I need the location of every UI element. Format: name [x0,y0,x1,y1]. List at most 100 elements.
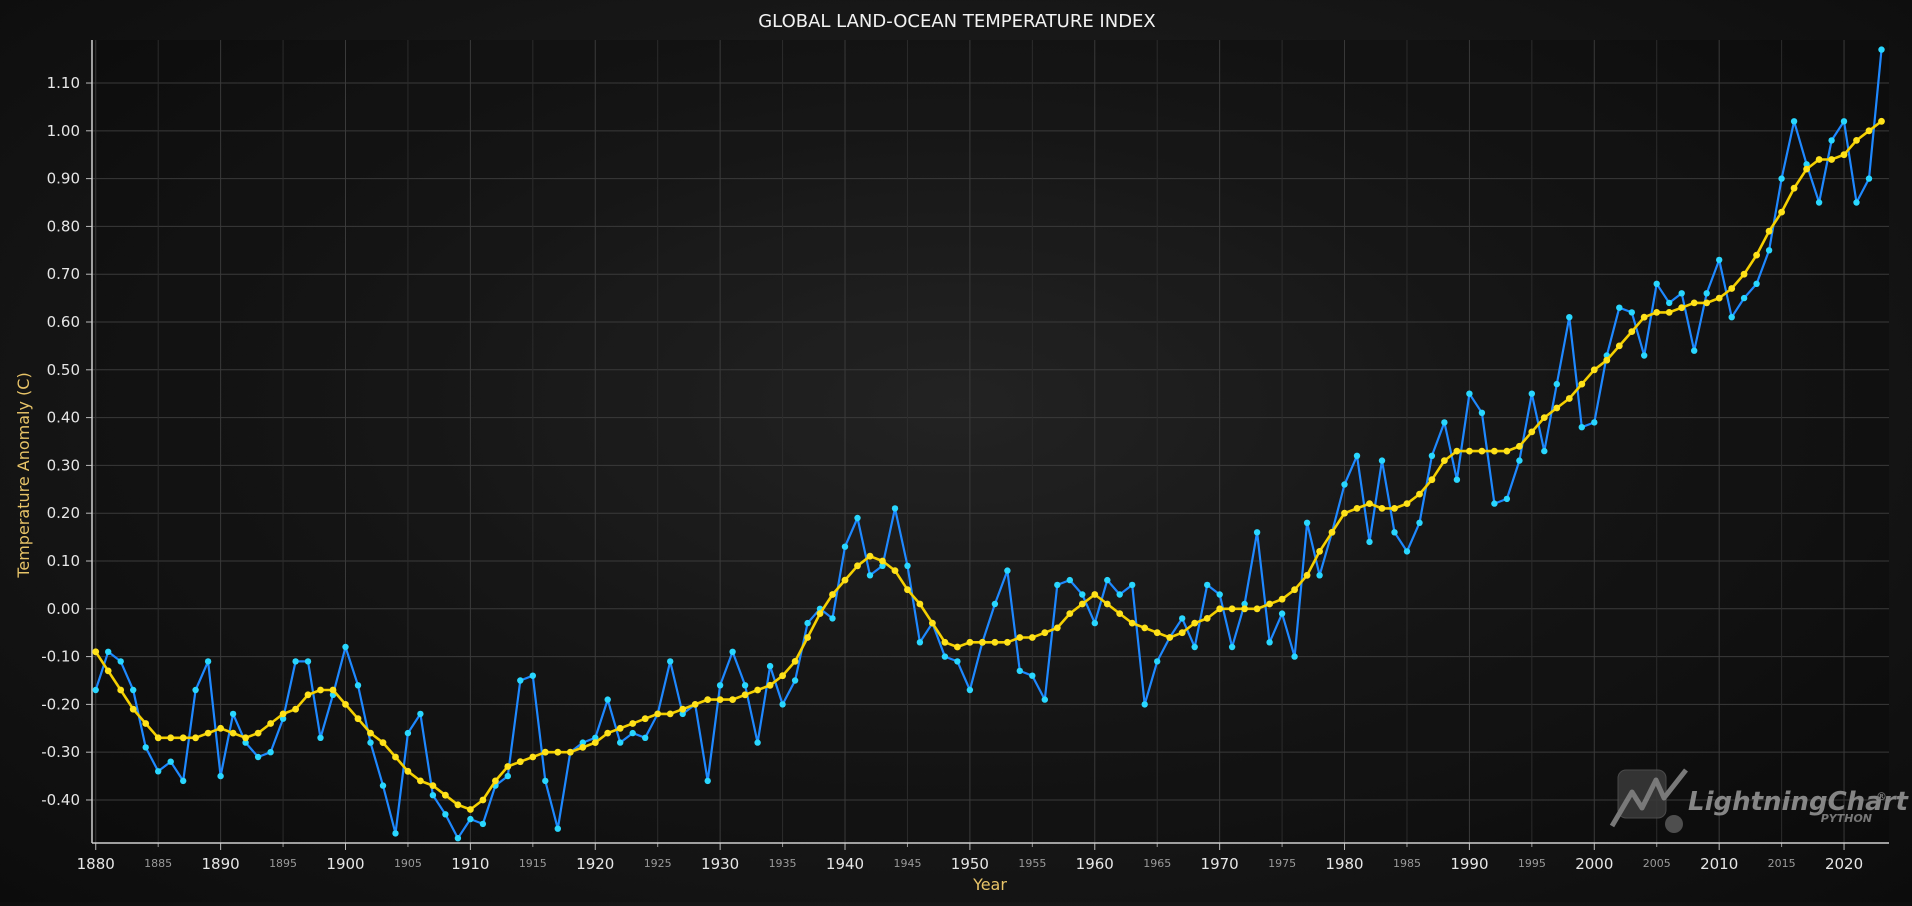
x-minor-tick-label: 1955 [1018,857,1046,870]
series-0-point [1378,457,1386,464]
series-0-point [192,686,199,694]
series-0-point [1453,476,1461,483]
series-0-point [142,744,149,751]
series-0-point [1653,280,1660,287]
series-0-point [1179,615,1186,622]
chart-title: GLOBAL LAND-OCEAN TEMPERATURE INDEX [758,11,1156,32]
watermark-brand-text: LightningChart [1688,787,1910,817]
series-0-point [417,710,424,718]
series-1-point [854,562,861,570]
series-1-point [1553,404,1561,412]
series-0-point [404,729,412,737]
series-0-point [1091,619,1099,627]
series-0-point [367,739,374,746]
series-0-point [504,772,511,780]
series-1-point [467,806,474,813]
series-0-point [1503,495,1511,503]
series-1-point [204,729,212,737]
series-1-point [1678,304,1686,312]
x-minor-tick-label: 2005 [1643,857,1671,870]
series-0-point [180,777,187,785]
series-1-point [1316,548,1323,555]
series-0-point [1228,643,1236,651]
series-0-point [679,710,686,718]
series-1-point [1203,615,1211,622]
series-0-point [1566,314,1573,321]
series-1-point [342,701,349,708]
series-1-point [1840,151,1848,159]
series-0-point [891,505,899,512]
series-1-point [192,734,200,742]
series-0-point [1204,581,1211,589]
series-1-point [1128,619,1136,627]
series-1-point [92,648,100,656]
series-0-point [667,658,674,665]
series-1-point [1815,156,1823,163]
x-minor-tick-label: 1965 [1143,857,1171,870]
y-tick-label: 0.00 [47,600,80,618]
series-0-point [1740,294,1748,302]
series-1-point [1353,505,1361,512]
series-0-point [1840,118,1848,125]
series-0-point [1353,452,1361,459]
series-1-point [1653,309,1661,316]
y-tick-label: 0.80 [47,217,80,235]
series-1-point [1328,528,1336,536]
series-1-point [1378,505,1386,512]
x-tick-label: 1890 [202,855,240,873]
y-tick-label: 0.50 [47,361,80,379]
series-1-point [1066,610,1074,617]
x-tick-label: 1960 [1076,855,1114,873]
y-tick-label: -0.20 [41,695,80,713]
series-0-point [1853,199,1860,206]
series-0-point [92,686,99,694]
series-0-point [1790,118,1798,125]
series-1-point [1615,342,1623,350]
series-1-point [704,696,712,703]
y-tick-label: 0.60 [47,313,80,331]
y-tick-label: 0.90 [47,170,80,188]
series-1-point [1428,476,1436,484]
series-1-point [1241,605,1248,613]
series-0-point [1528,390,1536,397]
x-tick-label: 1900 [326,855,364,873]
series-1-point [1778,208,1785,216]
series-1-point [979,638,986,646]
series-1-point [1503,447,1511,455]
series-1-point [1178,629,1186,637]
grid-layer [92,40,1889,843]
series-1-point [1228,605,1236,613]
series-0-point [1403,548,1411,555]
x-tick-label: 2020 [1825,855,1863,873]
x-tick-label: 1910 [451,855,489,873]
lightningchart-watermark: LightningChart ® PYTHON [1609,768,1910,833]
series-1-point [966,638,974,646]
series-0-point [1678,290,1685,297]
series-1-point [779,672,786,680]
y-tick-label: 0.40 [47,409,80,427]
series-1-point [1590,366,1598,374]
series-0-point [1591,419,1598,426]
series-0-point [1241,600,1248,608]
series-0-point [954,658,961,665]
series-1-point [841,576,849,584]
series-0-point [1391,529,1398,536]
x-minor-tick-label: 1925 [644,857,672,870]
x-tick-label: 1930 [701,855,739,873]
series-0-point [1441,419,1448,426]
series-1-point [566,748,574,756]
series-0-point [1191,643,1198,651]
series-0-point [1154,658,1161,665]
series-0-point [1778,175,1785,182]
series-1-point [1103,600,1111,608]
series-0-point [1865,175,1873,182]
series-1-point [891,567,899,574]
series-0-point [866,572,874,579]
series-0-point [317,734,324,741]
series-0-point [729,648,736,655]
series-0-point [167,758,174,765]
series-1-point [492,777,499,785]
x-minor-tick-label: 1905 [394,857,422,870]
